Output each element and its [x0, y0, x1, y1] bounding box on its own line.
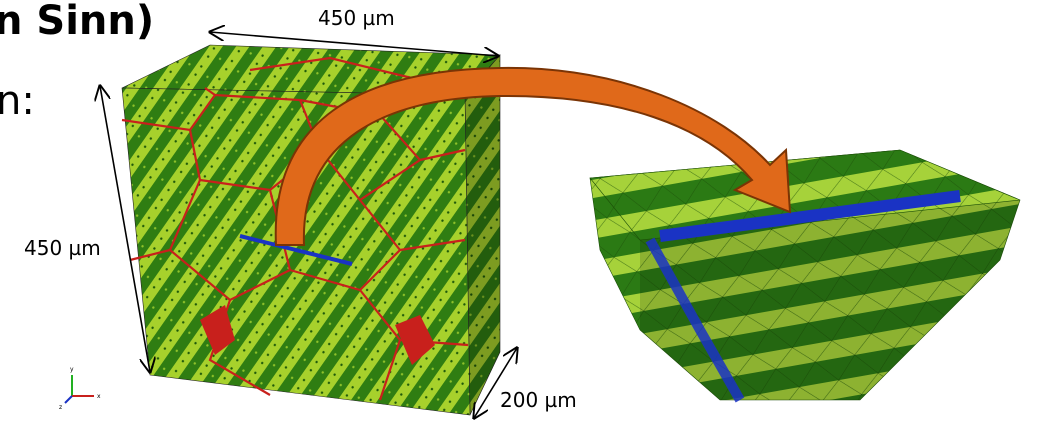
- triad-x: x: [97, 393, 101, 400]
- mesh-piece: [590, 150, 1020, 400]
- width-label: 450 µm: [318, 6, 395, 30]
- slide: n Sinn) n:: [0, 0, 1047, 423]
- triad-y: y: [70, 366, 74, 373]
- slide-subtitle: n:: [0, 78, 35, 124]
- slide-title: n Sinn): [0, 0, 154, 44]
- height-label: 450 µm: [24, 236, 101, 260]
- depth-label: 200 µm: [500, 388, 577, 412]
- triad-z: z: [59, 404, 62, 411]
- axis-triad: y x z: [59, 366, 101, 411]
